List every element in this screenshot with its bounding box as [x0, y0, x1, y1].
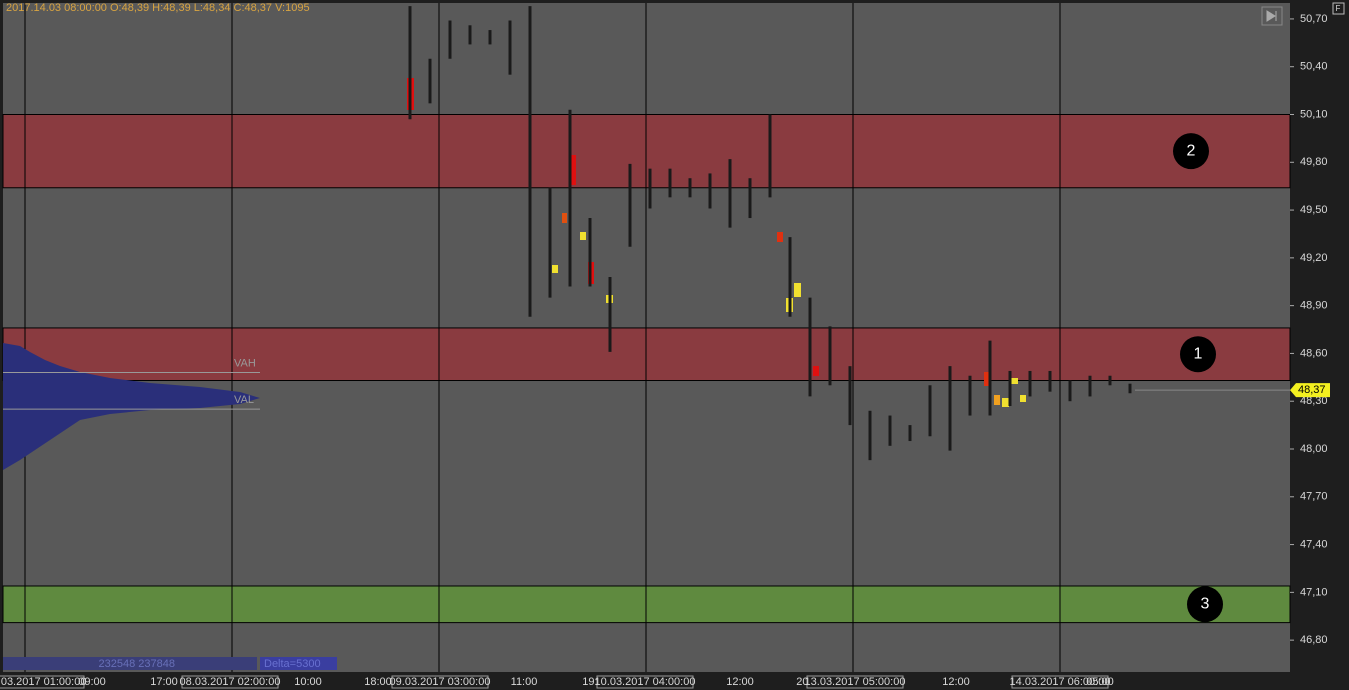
x-tick-label: 14.03.2017 06:00:00 — [1010, 676, 1111, 688]
last-price-label: 48,37 — [1298, 384, 1326, 396]
last-price-tag — [1290, 383, 1330, 398]
y-tick-label: 50,10 — [1300, 108, 1328, 120]
zone-label: 1 — [1194, 345, 1203, 362]
x-label-box — [806, 675, 904, 689]
volume-profile — [3, 343, 260, 470]
x-tick-label: 18:00 — [364, 676, 392, 688]
y-tick-label: 48,90 — [1300, 300, 1328, 312]
delta-box — [260, 657, 337, 670]
x-label-box — [596, 675, 694, 689]
x-tick-label: 17:00 — [150, 676, 178, 688]
ohlc-header: 2017.14.03 08:00:00 O:48,39 H:48,39 L:48… — [6, 2, 310, 14]
day-lines — [24, 3, 1061, 672]
f-button[interactable] — [1332, 2, 1345, 15]
x-tick-label: 09:00 — [78, 676, 106, 688]
zone-marker — [1180, 336, 1216, 373]
x-label-box — [391, 675, 489, 689]
x-tick-label: 08.03.2017 02:00:00 — [180, 676, 281, 688]
y-tick-label: 48,00 — [1300, 443, 1328, 455]
f-button-label: F — [1336, 4, 1341, 13]
x-tick-label: 10:00 — [294, 676, 322, 688]
zone-label: 2 — [1187, 142, 1196, 159]
volume-box — [3, 657, 257, 670]
y-tick-label: 49,20 — [1300, 252, 1328, 264]
y-tick-label: 50,70 — [1300, 13, 1328, 25]
y-tick-label: 49,80 — [1300, 156, 1328, 168]
zone-marker — [1173, 133, 1209, 170]
x-tick-label: 05:00 — [1086, 676, 1114, 688]
y-tick-label: 50,40 — [1300, 61, 1328, 73]
volume-text: 232548 237848 — [99, 658, 175, 670]
x-tick-label: 07.03.2017 01:00:00 — [0, 676, 86, 688]
x-label-box — [0, 675, 85, 689]
delta-text: Delta=5300 — [264, 658, 321, 670]
zone-label: 3 — [1201, 596, 1210, 613]
y-tick-label: 47,40 — [1300, 538, 1328, 550]
x-label-box — [1011, 675, 1109, 689]
scroll-end-icon — [1266, 10, 1277, 22]
x-tick-label: 10.03.2017 04:00:00 — [595, 676, 696, 688]
y-tick-label: 49,50 — [1300, 204, 1328, 216]
x-tick-label: 09.03.2017 03:00:00 — [390, 676, 491, 688]
x-tick-label: 12:00 — [942, 676, 970, 688]
x-tick-label: 12:00 — [726, 676, 754, 688]
y-tick-label: 48,60 — [1300, 347, 1328, 359]
y-tick-label: 48,30 — [1300, 395, 1328, 407]
x-tick-label: 11:00 — [511, 676, 538, 688]
zone-marker — [1187, 586, 1223, 623]
y-tick-label: 46,80 — [1300, 634, 1328, 646]
vah-label: VAH — [234, 357, 256, 369]
val-label: VAL — [234, 394, 254, 406]
y-tick-label: 47,10 — [1300, 586, 1328, 598]
x-tick-label: 13.03.2017 05:00:00 — [805, 676, 906, 688]
x-label-box — [181, 675, 279, 689]
y-tick-label: 47,70 — [1300, 491, 1328, 503]
